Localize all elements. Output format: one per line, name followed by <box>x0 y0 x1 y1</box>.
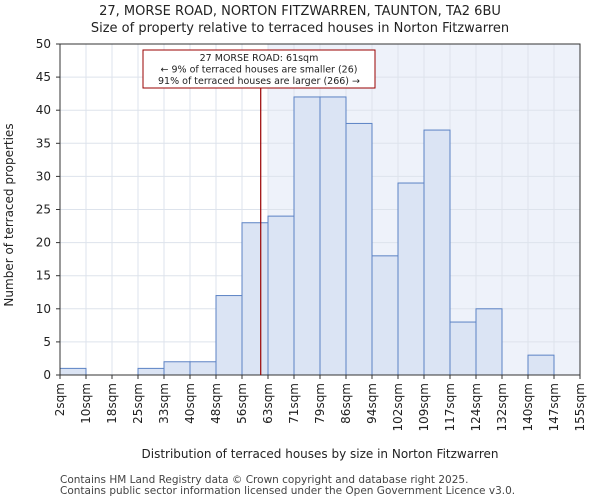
x-axis-label: Distribution of terraced houses by size … <box>142 447 499 461</box>
y-tick-label: 35 <box>36 136 51 150</box>
x-tick-label: 2sqm <box>53 383 67 416</box>
bar-124sqm <box>475 308 503 376</box>
x-tick-label: 18sqm <box>105 383 119 424</box>
y-tick-label: 25 <box>36 203 51 217</box>
bar-25sqm <box>137 367 165 376</box>
x-tick-label: 71sqm <box>287 383 301 424</box>
bar-33sqm <box>163 361 191 376</box>
x-tick-label: 56sqm <box>235 383 249 424</box>
y-tick-label: 5 <box>43 335 51 349</box>
bar-117sqm <box>449 321 477 376</box>
annotation-box <box>142 49 376 89</box>
bar-48sqm <box>215 295 243 376</box>
y-tick-label: 45 <box>36 70 51 84</box>
y-tick-label: 30 <box>36 169 51 183</box>
x-tick-label: 33sqm <box>157 383 171 424</box>
chart-subtitle: Size of property relative to terraced ho… <box>90 21 510 36</box>
x-tick-label: 25sqm <box>131 383 145 424</box>
y-axis-label: Number of terraced properties <box>2 123 16 306</box>
bar-86sqm <box>345 122 373 376</box>
annotation-line-1: 27 MORSE ROAD: 61sqm <box>200 53 319 64</box>
bar-71sqm <box>293 96 321 376</box>
bar-102sqm <box>397 182 425 376</box>
x-tick-label: 79sqm <box>313 383 327 424</box>
x-tick-label: 124sqm <box>469 383 483 431</box>
bar-40sqm <box>189 361 217 376</box>
y-tick-label: 10 <box>36 302 51 316</box>
bar-2sqm <box>59 367 87 376</box>
annotation-line-3: 91% of terraced houses are larger (266) … <box>158 76 360 87</box>
y-tick-label: 50 <box>36 37 51 51</box>
x-tick-label: 155sqm <box>573 383 587 431</box>
bar-140sqm <box>527 354 555 376</box>
bar-63sqm <box>267 215 295 376</box>
x-tick-label: 63sqm <box>261 383 275 424</box>
bar-94sqm <box>371 255 399 376</box>
y-tick-label: 15 <box>36 269 51 283</box>
x-tick-label: 140sqm <box>521 383 535 431</box>
x-tick-label: 147sqm <box>547 383 561 431</box>
x-tick-label: 40sqm <box>183 383 197 424</box>
bar-79sqm <box>319 96 347 376</box>
footer-licence: Contains public sector information licen… <box>60 485 516 497</box>
x-tick-label: 117sqm <box>443 383 457 431</box>
bar-56sqm <box>241 222 269 376</box>
x-tick-label: 48sqm <box>209 383 223 424</box>
y-tick-label: 40 <box>36 103 51 117</box>
x-tick-label: 132sqm <box>495 383 509 431</box>
x-tick-label: 86sqm <box>339 383 353 424</box>
footer-copyright: Contains HM Land Registry data © Crown c… <box>60 474 469 486</box>
annotation-line-2: ← 9% of terraced houses are smaller (26) <box>161 65 358 76</box>
y-tick-label: 0 <box>43 368 51 382</box>
chart-title: 27, MORSE ROAD, NORTON FITZWARREN, TAUNT… <box>99 4 501 19</box>
x-tick-label: 94sqm <box>365 383 379 424</box>
bar-109sqm <box>423 129 451 376</box>
y-tick-label: 20 <box>36 236 51 250</box>
x-tick-label: 102sqm <box>391 383 405 431</box>
x-tick-label: 10sqm <box>79 383 93 424</box>
x-tick-label: 109sqm <box>417 383 431 431</box>
